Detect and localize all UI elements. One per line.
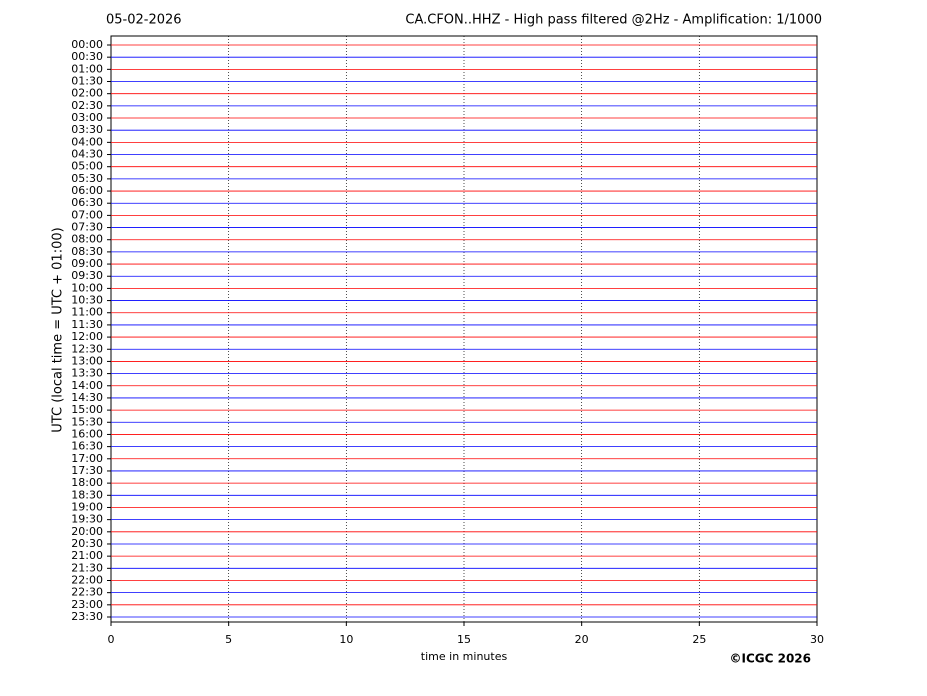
y-tick-label: 14:00 [71, 379, 103, 392]
x-tick-label: 20 [575, 633, 589, 646]
y-tick-label: 14:30 [71, 391, 103, 404]
chart-title: CA.CFON..HHZ - High pass filtered @2Hz -… [405, 13, 822, 28]
y-tick-label: 10:00 [71, 281, 103, 294]
y-tick-label: 22:00 [71, 573, 103, 586]
y-tick-label: 13:30 [71, 367, 103, 380]
y-tick-label: 20:00 [71, 525, 103, 538]
x-tick-label: 30 [810, 633, 824, 646]
y-tick-label: 15:00 [71, 403, 103, 416]
y-tick-label: 07:30 [71, 221, 103, 234]
y-tick-label: 00:00 [71, 38, 103, 51]
y-tick-label: 04:30 [71, 148, 103, 161]
y-tick-label: 06:00 [71, 184, 103, 197]
x-tick-label: 10 [339, 633, 353, 646]
y-tick-label: 12:00 [71, 330, 103, 343]
y-tick-label: 02:00 [71, 87, 103, 100]
y-tick-label: 01:30 [71, 75, 103, 88]
y-tick-label: 22:30 [71, 586, 103, 599]
y-tick-label: 11:30 [71, 318, 103, 331]
y-tick-label: 00:30 [71, 50, 103, 63]
y-tick-label: 03:00 [71, 111, 103, 124]
y-tick-label: 23:00 [71, 598, 103, 611]
y-tick-label: 04:00 [71, 135, 103, 148]
y-tick-label: 16:30 [71, 440, 103, 453]
y-tick-label: 12:30 [71, 342, 103, 355]
y-tick-label: 02:30 [71, 99, 103, 112]
y-tick-label: 18:30 [71, 488, 103, 501]
y-tick-label: 19:00 [71, 500, 103, 513]
y-tick-label: 15:30 [71, 415, 103, 428]
y-tick-label: 06:30 [71, 196, 103, 209]
y-tick-label: 11:00 [71, 306, 103, 319]
y-tick-label: 18:00 [71, 476, 103, 489]
y-axis-label: UTC (local time = UTC + 01:00) [51, 227, 66, 432]
copyright: ©ICGC 2026 [729, 652, 811, 666]
date: 05-02-2026 [106, 13, 182, 28]
y-tick-label: 17:00 [71, 452, 103, 465]
x-tick-label: 15 [457, 633, 471, 646]
y-tick-label: 01:00 [71, 62, 103, 75]
y-tick-label: 23:30 [71, 610, 103, 623]
y-tick-label: 13:00 [71, 354, 103, 367]
y-tick-label: 20:30 [71, 537, 103, 550]
y-tick-label: 16:00 [71, 427, 103, 440]
y-tick-label: 03:30 [71, 123, 103, 136]
x-tick-label: 5 [225, 633, 232, 646]
y-tick-label: 09:00 [71, 257, 103, 270]
x-axis-label: time in minutes [421, 650, 508, 663]
y-tick-label: 10:30 [71, 294, 103, 307]
y-tick-label: 08:30 [71, 245, 103, 258]
y-tick-label: 21:00 [71, 549, 103, 562]
y-tick-label: 17:30 [71, 464, 103, 477]
y-tick-label: 19:30 [71, 513, 103, 526]
x-tick-label: 0 [108, 633, 115, 646]
y-tick-label: 05:30 [71, 172, 103, 185]
y-tick-label: 05:00 [71, 160, 103, 173]
x-tick-label: 25 [692, 633, 706, 646]
y-tick-label: 08:00 [71, 233, 103, 246]
y-tick-label: 09:30 [71, 269, 103, 282]
y-tick-label: 07:00 [71, 208, 103, 221]
y-tick-label: 21:30 [71, 561, 103, 574]
